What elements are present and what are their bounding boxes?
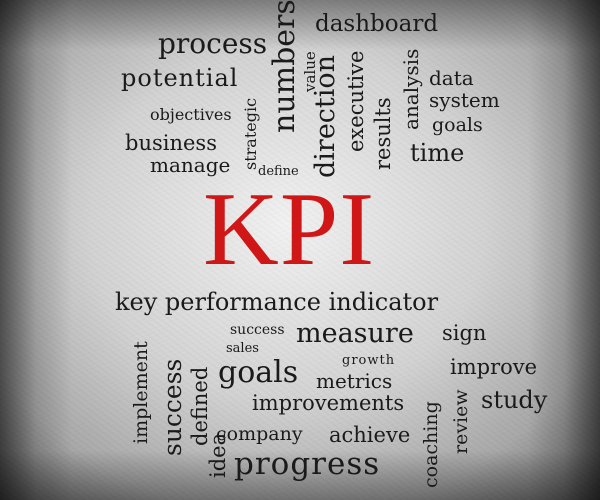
kpi-title: KPI [203, 170, 376, 287]
word-analysis: analysis [399, 48, 423, 130]
word-measure: measure [296, 318, 414, 349]
word-data: data [429, 66, 474, 90]
word-objectives: objectives [150, 105, 232, 124]
word-executive: executive [344, 50, 368, 152]
word-achieve: achieve [329, 423, 411, 447]
word-strategic: strategic [241, 97, 260, 170]
word-idea: idea [206, 432, 230, 478]
word-define: define [258, 164, 299, 179]
word-sign: sign [442, 321, 487, 345]
word-improvements: improvements [252, 391, 405, 415]
word-implement: implement [130, 341, 152, 444]
word-study: study [481, 386, 548, 414]
word-coaching: coaching [420, 401, 442, 488]
word-company: company [216, 423, 303, 445]
word-numbers: numbers [267, 0, 302, 133]
word-system: system [429, 88, 500, 112]
word-progress: progress [234, 446, 381, 482]
word-process: process [158, 27, 268, 60]
word-time: time [410, 139, 465, 167]
word-manage: manage [150, 153, 231, 177]
word-goals: goals [218, 355, 299, 390]
word-growth: growth [342, 353, 396, 368]
word-success-vertical: success [158, 358, 187, 456]
word-business: business [125, 131, 217, 155]
word-review: review [450, 389, 472, 454]
word-results: results [371, 97, 395, 170]
word-direction: direction [310, 54, 341, 178]
word-improve: improve [450, 355, 538, 379]
word-key-performance-indicator: key performance indicator [115, 288, 439, 316]
word-potential: potential [121, 64, 239, 92]
word-dashboard: dashboard [315, 11, 439, 37]
word-metrics: metrics [316, 369, 393, 393]
word-sales: sales [226, 341, 259, 356]
word-goals-top: goals [432, 114, 483, 136]
word-success-small: success [230, 322, 285, 338]
